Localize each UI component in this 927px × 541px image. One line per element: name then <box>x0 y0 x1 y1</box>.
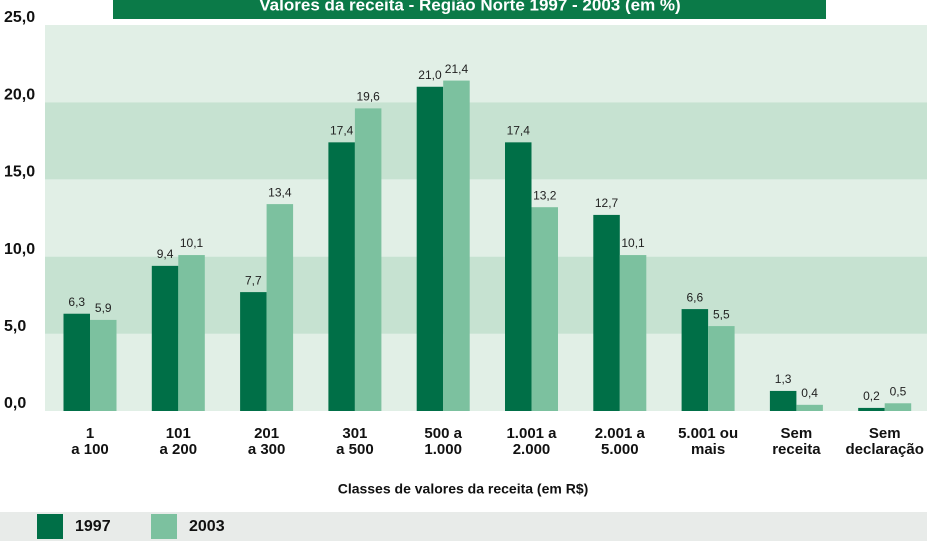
x-tick-label: a 200 <box>160 441 198 458</box>
value-label: 6,3 <box>68 295 85 309</box>
bar <box>619 255 647 411</box>
legend-swatch <box>151 514 177 539</box>
bar <box>531 207 558 411</box>
bar <box>416 86 444 411</box>
legend-strip <box>0 512 927 541</box>
value-label: 0,5 <box>890 384 907 398</box>
y-tick-label: 20,0 <box>4 86 35 103</box>
y-tick-label: 0,0 <box>4 395 26 412</box>
legend-label: 1997 <box>75 518 111 535</box>
x-tick-label: 1 <box>86 425 94 442</box>
bar <box>151 265 179 411</box>
value-label: 19,6 <box>356 90 380 104</box>
value-label: 0,2 <box>863 389 880 403</box>
bar <box>443 80 470 412</box>
value-label: 17,4 <box>330 124 354 138</box>
bar <box>593 214 620 411</box>
bar <box>505 142 532 411</box>
x-tick-label: 2.000 <box>513 441 551 458</box>
x-tick-label: 2.001 a <box>595 425 646 442</box>
x-tick-label: 1.001 a <box>506 425 557 442</box>
bar <box>858 407 885 411</box>
x-tick-label: 201 <box>254 425 279 442</box>
x-tick-label: a 100 <box>71 441 109 458</box>
x-tick-label: receita <box>772 441 821 458</box>
y-tick-label: 5,0 <box>4 318 26 335</box>
value-label: 12,7 <box>595 196 619 210</box>
value-label: 7,7 <box>245 273 262 287</box>
value-label: 10,1 <box>180 236 204 250</box>
bar <box>240 292 267 411</box>
bar <box>266 204 294 411</box>
value-label: 9,4 <box>157 247 174 261</box>
bar <box>884 403 912 411</box>
bar <box>90 319 117 411</box>
y-tick-label: 15,0 <box>4 164 35 181</box>
bar <box>328 142 355 411</box>
x-tick-label: mais <box>691 441 725 458</box>
chart-title: Valores da receita - Região Norte 1997 -… <box>259 0 680 14</box>
x-tick-label: a 500 <box>336 441 374 458</box>
bar <box>63 313 90 411</box>
bar <box>796 404 823 411</box>
value-label: 21,0 <box>418 68 442 82</box>
x-tick-label: 5.000 <box>601 441 639 458</box>
bar <box>354 108 382 411</box>
value-label: 10,1 <box>621 236 645 250</box>
grid-band <box>45 179 927 257</box>
value-label: 1,3 <box>775 372 792 386</box>
x-axis-label: Classes de valores da receita (em R$) <box>338 481 589 497</box>
x-tick-label: 5.001 ou <box>678 425 738 442</box>
value-label: 6,6 <box>687 290 704 304</box>
value-label: 17,4 <box>507 124 531 138</box>
x-tick-label: 301 <box>342 425 367 442</box>
legend-swatch <box>37 514 63 539</box>
x-tick-label: 101 <box>166 425 191 442</box>
bar <box>178 255 205 411</box>
value-label: 21,4 <box>445 62 469 76</box>
bar <box>708 326 735 411</box>
value-label: 0,4 <box>801 386 818 400</box>
x-tick-label: Sem <box>869 425 901 442</box>
value-label: 13,4 <box>268 185 292 199</box>
x-tick-label: a 300 <box>248 441 286 458</box>
x-tick-label: declaração <box>846 441 924 458</box>
x-tick-label: Sem <box>781 425 813 442</box>
legend-label: 2003 <box>189 518 225 535</box>
title-banner <box>113 0 826 19</box>
grid-band <box>45 25 927 103</box>
x-tick-label: 500 a <box>424 425 462 442</box>
x-tick-label: 1.000 <box>424 441 462 458</box>
y-tick-label: 25,0 <box>4 9 35 26</box>
grid-band <box>45 102 927 180</box>
bar <box>681 309 709 411</box>
y-tick-label: 10,0 <box>4 241 35 258</box>
value-label: 5,9 <box>95 301 112 315</box>
value-label: 5,5 <box>713 307 730 321</box>
value-label: 13,2 <box>533 188 557 202</box>
bar <box>769 390 797 411</box>
